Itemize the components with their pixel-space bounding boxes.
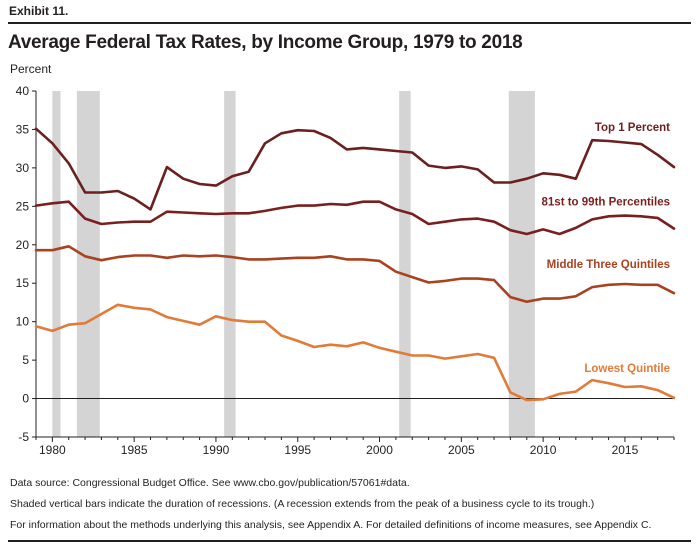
series-line-1 bbox=[34, 200, 676, 236]
series-line-2 bbox=[34, 245, 676, 304]
series-label-3: Lowest Quintile bbox=[584, 363, 670, 375]
series-label-0: Top 1 Percent bbox=[595, 122, 670, 134]
axes: -5 0 5 10 15 20 25 30 35 40 1980 1985 1990 1995 2000 20… bbox=[16, 84, 675, 457]
x-tick-label: 1990 bbox=[203, 443, 230, 457]
x-tick-label: 1985 bbox=[121, 443, 148, 457]
x-tick-label: 2005 bbox=[448, 443, 475, 457]
y-tick-label: 30 bbox=[16, 161, 30, 175]
y-tick-label: 20 bbox=[16, 238, 30, 252]
y-tick-label: 0 bbox=[22, 392, 29, 406]
recession-bar bbox=[76, 91, 100, 437]
y-tick-label: 10 bbox=[16, 315, 30, 329]
note-methods: For information about the methods underl… bbox=[10, 519, 652, 531]
series-labels: Top 1 Percent 81st to 99th Percentiles Mid… bbox=[542, 122, 671, 375]
recession-bars bbox=[52, 91, 535, 437]
series-label-2: Middle Three Quintiles bbox=[547, 259, 670, 271]
y-axis-unit-label: Percent bbox=[10, 62, 52, 76]
note-recessions: Shaded vertical bars indicate the durati… bbox=[10, 498, 595, 510]
x-tick-label: 1980 bbox=[39, 443, 66, 457]
y-tick-label: 5 bbox=[22, 353, 29, 367]
recession-bar bbox=[508, 91, 535, 437]
y-tick-label: -5 bbox=[18, 430, 29, 444]
recession-bar bbox=[52, 91, 61, 437]
series-label-1: 81st to 99th Percentiles bbox=[542, 197, 670, 209]
series-line-0 bbox=[34, 127, 676, 211]
y-tick-label: 40 bbox=[16, 84, 30, 98]
note-data-source: Data source: Congressional Budget Office… bbox=[10, 477, 410, 489]
y-tick-label: 15 bbox=[16, 276, 30, 290]
series-lines bbox=[34, 127, 676, 402]
top-rule bbox=[8, 22, 691, 24]
y-tick-label: 25 bbox=[16, 199, 30, 213]
bottom-rule bbox=[8, 540, 691, 542]
recession-bar bbox=[399, 91, 411, 437]
recession-bar bbox=[224, 91, 236, 437]
y-tick-label: 35 bbox=[16, 122, 30, 136]
x-tick-label: 1995 bbox=[284, 443, 311, 457]
series-line-3 bbox=[34, 303, 676, 402]
exhibit-label: Exhibit 11. bbox=[9, 4, 69, 18]
x-tick-label: 2010 bbox=[530, 443, 557, 457]
notes: Data source: Congressional Budget Office… bbox=[10, 473, 690, 536]
x-tick-label: 2000 bbox=[366, 443, 393, 457]
line-chart: -5 0 5 10 15 20 25 30 35 40 1980 1985 1990 1995 2000 20… bbox=[16, 84, 676, 457]
chart-title: Average Federal Tax Rates, by Income Gro… bbox=[8, 32, 523, 53]
x-tick-label: 2015 bbox=[612, 443, 639, 457]
